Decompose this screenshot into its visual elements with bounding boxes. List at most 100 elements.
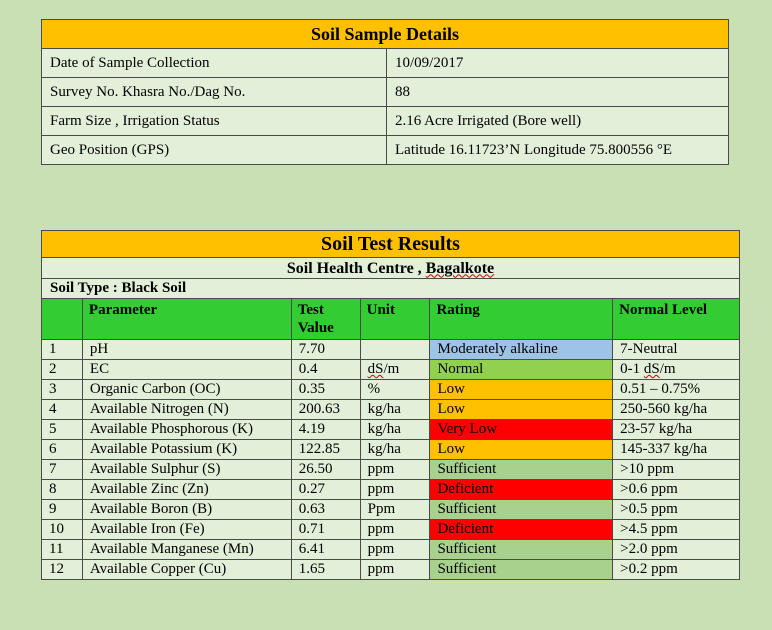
- row-number: 8: [41, 479, 83, 500]
- parameter-cell: Available Potassium (K): [81, 439, 292, 460]
- row-number: 4: [41, 399, 83, 420]
- parameter-cell: Available Iron (Fe): [81, 519, 292, 540]
- header-normal-level: Normal Level: [612, 298, 740, 340]
- table-row: 8 Available Zinc (Zn) 0.27 ppm Deficient >0.6…: [41, 479, 740, 500]
- details-row: Survey No. Khasra No./Dag No. 88: [41, 77, 729, 107]
- parameter-cell: EC: [81, 359, 292, 380]
- table-row: 7 Available Sulphur (S) 26.50 ppm Sufficient…: [41, 459, 740, 480]
- unit-cell: dS/m: [359, 359, 431, 380]
- normal-level-cell: >0.6 ppm: [612, 479, 740, 500]
- parameter-cell: Available Copper (Cu): [81, 559, 292, 580]
- test-value-cell: 26.50: [290, 459, 361, 480]
- details-label: Survey No. Khasra No./Dag No.: [41, 77, 387, 107]
- rating-cell: Low: [429, 399, 614, 420]
- details-row: Farm Size , Irrigation Status 2.16 Acre …: [41, 106, 729, 136]
- row-number: 6: [41, 439, 83, 460]
- normal-level-cell: 0-1 dS/m: [612, 359, 740, 380]
- results-body: 1 pH 7.70 Moderately alkaline 7-Neutral 2 EC 0.…: [41, 339, 740, 580]
- rating-cell: Moderately alkaline: [429, 339, 614, 360]
- normal-level-cell: 0.51 – 0.75%: [612, 379, 740, 400]
- test-value-cell: 0.63: [290, 499, 361, 520]
- test-value-cell: 0.71: [290, 519, 361, 540]
- results-header-row: Parameter Test Value Unit Rating Normal …: [41, 298, 740, 340]
- details-value: 2.16 Acre Irrigated (Bore well): [386, 106, 729, 136]
- rating-cell: Low: [429, 439, 614, 460]
- rating-cell: Deficient: [429, 479, 614, 500]
- rating-cell: Sufficient: [429, 539, 614, 560]
- unit-cell: %: [359, 379, 431, 400]
- normal-level-cell: 250-560 kg/ha: [612, 399, 740, 420]
- table-row: 9 Available Boron (B) 0.63 Ppm Sufficient >0.…: [41, 499, 740, 520]
- parameter-cell: Available Sulphur (S): [81, 459, 292, 480]
- details-row: Geo Position (GPS) Latitude 16.11723’N L…: [41, 135, 729, 165]
- unit-cell: kg/ha: [359, 439, 431, 460]
- test-value-cell: 1.65: [290, 559, 361, 580]
- normal-level-cell: 23-57 kg/ha: [612, 419, 740, 440]
- unit-cell: ppm: [359, 459, 431, 480]
- results-subtitle-text: Soil Health Centre , Bagalkote: [286, 259, 495, 277]
- row-number: 7: [41, 459, 83, 480]
- parameter-cell: pH: [81, 339, 292, 360]
- row-number: 2: [41, 359, 83, 380]
- unit-cell: ppm: [359, 559, 431, 580]
- normal-level-cell: 145-337 kg/ha: [612, 439, 740, 460]
- unit-cell: ppm: [359, 479, 431, 500]
- header-unit: Unit: [359, 298, 431, 340]
- table-row: 10 Available Iron (Fe) 0.71 ppm Deficient >4.…: [41, 519, 740, 540]
- details-title: Soil Sample Details: [41, 19, 729, 49]
- row-number: 11: [41, 539, 83, 560]
- table-row: 11 Available Manganese (Mn) 6.41 ppm Suffici…: [41, 539, 740, 560]
- header-parameter: Parameter: [81, 298, 292, 340]
- details-label: Date of Sample Collection: [41, 48, 387, 78]
- table-row: 5 Available Phosphorous (K) 4.19 kg/ha Very …: [41, 419, 740, 440]
- soil-test-results-table: Soil Test Results Soil Health Centre , B…: [41, 230, 740, 580]
- unit-cell: kg/ha: [359, 399, 431, 420]
- row-number: 10: [41, 519, 83, 540]
- normal-level-cell: >0.2 ppm: [612, 559, 740, 580]
- header-test-value: Test Value: [290, 298, 361, 340]
- row-number: 3: [41, 379, 83, 400]
- details-value: 10/09/2017: [386, 48, 729, 78]
- rating-cell: Very Low: [429, 419, 614, 440]
- normal-level-cell: 7-Neutral: [612, 339, 740, 360]
- normal-level-cell: >4.5 ppm: [612, 519, 740, 540]
- rating-cell: Sufficient: [429, 459, 614, 480]
- row-number: 9: [41, 499, 83, 520]
- test-value-cell: 7.70: [290, 339, 361, 360]
- details-label: Geo Position (GPS): [41, 135, 387, 165]
- row-number: 12: [41, 559, 83, 580]
- table-row: 2 EC 0.4 dS/m Normal 0-1 dS/m: [41, 359, 740, 380]
- unit-cell: ppm: [359, 539, 431, 560]
- table-row: 4 Available Nitrogen (N) 200.63 kg/ha Low 250…: [41, 399, 740, 420]
- rating-cell: Normal: [429, 359, 614, 380]
- rating-cell: Sufficient: [429, 499, 614, 520]
- header-serial: [41, 298, 83, 340]
- results-title: Soil Test Results: [41, 230, 740, 258]
- parameter-cell: Organic Carbon (OC): [81, 379, 292, 400]
- test-value-cell: 4.19: [290, 419, 361, 440]
- test-value-cell: 0.35: [290, 379, 361, 400]
- unit-cell: [359, 339, 431, 360]
- table-row: 6 Available Potassium (K) 122.85 kg/ha Low 14…: [41, 439, 740, 460]
- row-number: 5: [41, 419, 83, 440]
- details-label: Farm Size , Irrigation Status: [41, 106, 387, 136]
- soil-type-label: Soil Type : Black Soil: [41, 278, 740, 299]
- normal-level-cell: >2.0 ppm: [612, 539, 740, 560]
- parameter-cell: Available Nitrogen (N): [81, 399, 292, 420]
- table-row: 1 pH 7.70 Moderately alkaline 7-Neutral: [41, 339, 740, 360]
- parameter-cell: Available Manganese (Mn): [81, 539, 292, 560]
- rating-cell: Deficient: [429, 519, 614, 540]
- unit-cell: Ppm: [359, 499, 431, 520]
- row-number: 1: [41, 339, 83, 360]
- header-rating: Rating: [429, 298, 614, 340]
- test-value-cell: 0.27: [290, 479, 361, 500]
- parameter-cell: Available Phosphorous (K): [81, 419, 292, 440]
- table-row: 12 Available Copper (Cu) 1.65 ppm Sufficient…: [41, 559, 740, 580]
- details-row: Date of Sample Collection 10/09/2017: [41, 48, 729, 78]
- normal-level-cell: >10 ppm: [612, 459, 740, 480]
- parameter-cell: Available Zinc (Zn): [81, 479, 292, 500]
- unit-cell: kg/ha: [359, 419, 431, 440]
- test-value-cell: 6.41: [290, 539, 361, 560]
- soil-sample-details-table: Soil Sample Details Date of Sample Colle…: [41, 19, 729, 165]
- results-subtitle: Soil Health Centre , Bagalkote: [41, 257, 740, 279]
